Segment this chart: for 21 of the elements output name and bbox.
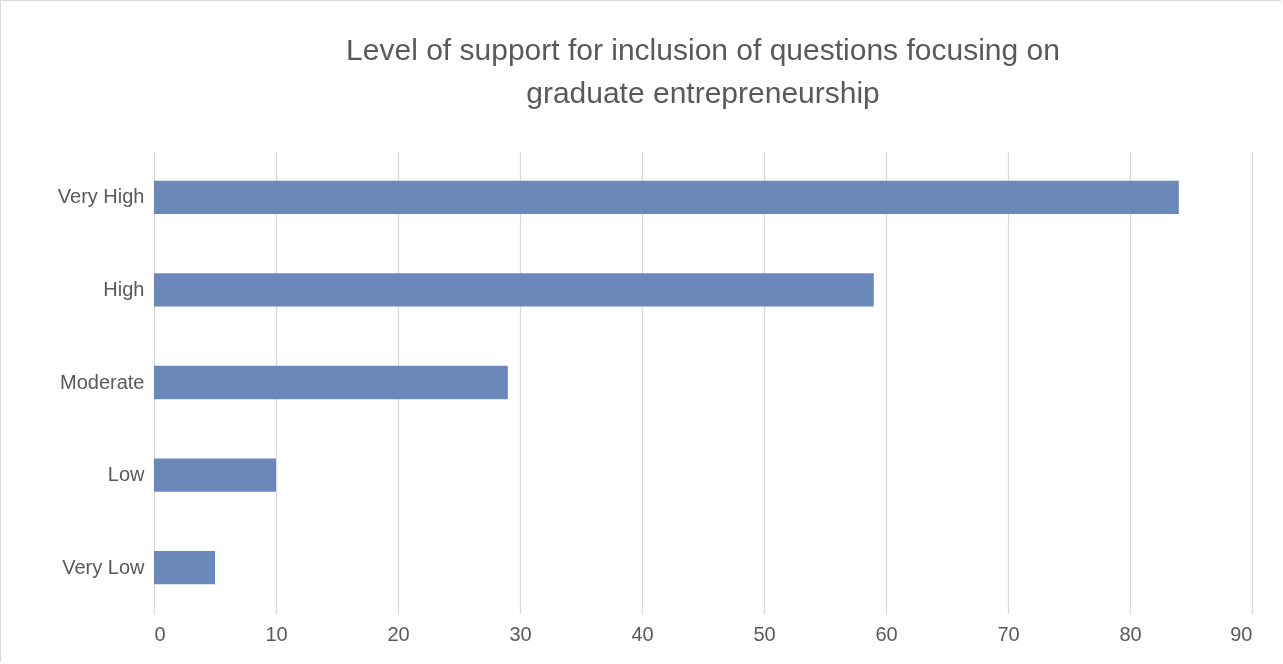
y-tick-label: Very Low: [62, 555, 146, 578]
x-tick-label: 60: [875, 622, 898, 645]
x-tick-label: 10: [265, 622, 288, 645]
x-tick-label: 30: [509, 622, 532, 645]
x-tick-label: 50: [753, 622, 776, 645]
chart-title: Level of support for inclusion of questions focusing on graduate entrepreneurship: [346, 33, 1060, 109]
x-tick-label: 40: [631, 622, 654, 645]
y-tick-label: High: [103, 277, 145, 300]
x-tick-label: 0: [154, 622, 166, 645]
x-tick-label: 80: [1119, 622, 1142, 645]
x-tick-label: 90: [1230, 622, 1253, 645]
bar: [154, 273, 874, 307]
x-tick-label: 70: [997, 622, 1020, 645]
y-tick-label: Low: [107, 463, 146, 486]
y-tick-label: Very High: [57, 185, 145, 208]
bar: [154, 458, 276, 492]
x-tick-label: 20: [387, 622, 410, 645]
y-tick-label: Moderate: [60, 370, 145, 393]
bar: [154, 365, 508, 400]
bar: [154, 551, 215, 585]
bar: [154, 180, 1179, 214]
